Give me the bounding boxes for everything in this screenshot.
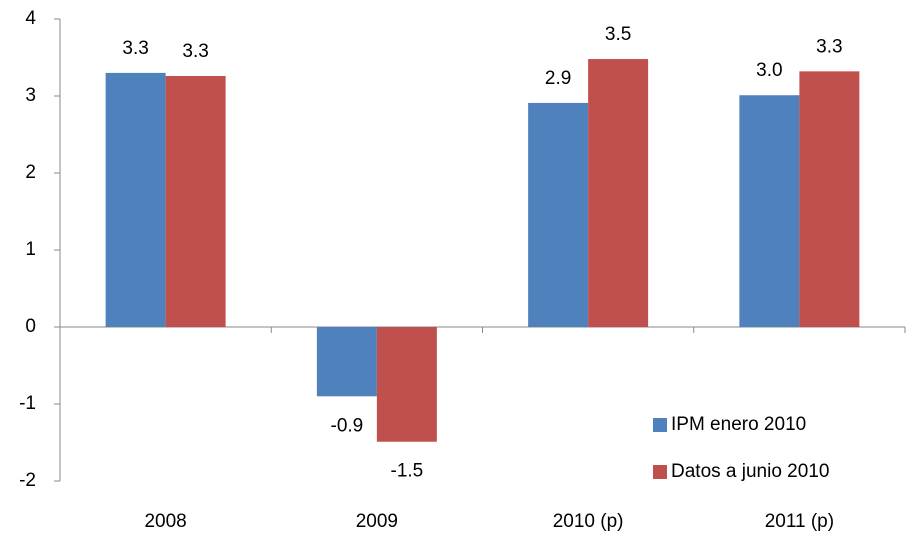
y-tick-label: 1 bbox=[25, 239, 36, 260]
x-tick-label: 2009 bbox=[356, 511, 398, 532]
bar bbox=[316, 327, 377, 397]
y-tick-label: -1 bbox=[19, 393, 36, 414]
bar bbox=[588, 59, 649, 327]
data-label: 3.3 bbox=[182, 41, 208, 62]
y-tick-label: 2 bbox=[25, 162, 36, 183]
legend-swatch bbox=[653, 418, 667, 432]
bar bbox=[165, 75, 226, 327]
data-label: -0.9 bbox=[331, 415, 364, 436]
bar bbox=[105, 72, 166, 328]
y-tick-label: 3 bbox=[25, 85, 36, 106]
bar bbox=[739, 95, 800, 327]
y-tick-label: 0 bbox=[25, 316, 36, 337]
x-tick-label: 2011 (p) bbox=[765, 511, 834, 532]
data-label: 3.5 bbox=[605, 24, 631, 45]
data-label: 3.3 bbox=[816, 36, 842, 57]
data-label: -1.5 bbox=[391, 461, 424, 482]
bar bbox=[528, 102, 589, 328]
y-tick-label: -2 bbox=[19, 470, 36, 491]
legend-label: Datos a junio 2010 bbox=[671, 461, 829, 482]
bar bbox=[799, 71, 860, 327]
legend-label: IPM enero 2010 bbox=[671, 414, 806, 435]
legend-swatch bbox=[653, 465, 667, 479]
y-tick-label: 4 bbox=[25, 8, 36, 29]
data-label: 2.9 bbox=[545, 68, 571, 89]
bar bbox=[376, 327, 437, 442]
x-tick-label: 2010 (p) bbox=[553, 511, 624, 532]
data-label: 3.3 bbox=[122, 38, 148, 59]
data-label: 3.0 bbox=[756, 60, 782, 81]
x-tick-label: 2008 bbox=[144, 511, 186, 532]
